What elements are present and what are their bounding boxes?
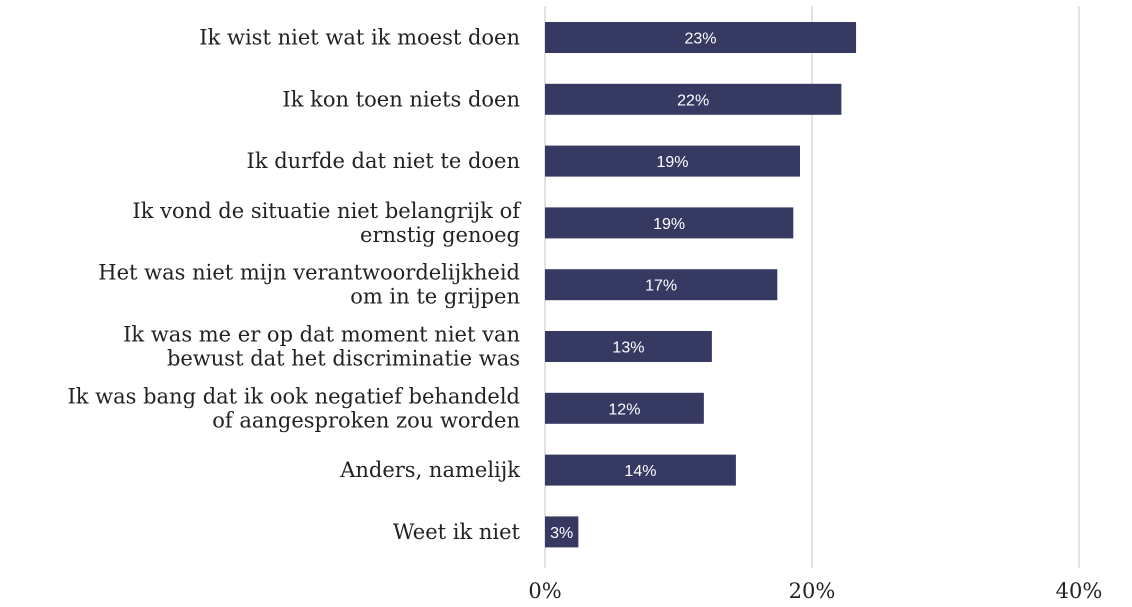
category-label-3-line-1: ernstig genoeg <box>360 223 520 247</box>
bar-8 <box>545 516 579 548</box>
bar-0 <box>545 22 857 53</box>
bar-value-label-3: 19% <box>653 216 685 233</box>
bar-6 <box>545 392 704 424</box>
category-label-5-line-0: Ik was me er op dat moment niet van <box>123 323 520 347</box>
bar-value-label-6: 12% <box>608 401 640 418</box>
category-label-3-line-0: Ik vond de situatie niet belangrijk of <box>132 199 522 223</box>
x-axis-tick-labels: 0% 20% 40% <box>528 579 1102 603</box>
category-label-5-line-1: bewust dat het discriminatie was <box>167 347 520 371</box>
bar-3 <box>545 207 794 239</box>
bar-value-label-1: 22% <box>677 92 709 109</box>
bar-value-label-4: 17% <box>645 278 677 295</box>
category-label-4-line-1: om in te grijpen <box>350 285 520 309</box>
category-label-8-line-0: Weet ik niet <box>393 520 521 544</box>
bars-group: 23% 22% 19% 19% 17% 13% 12% 14% 3% <box>545 22 857 548</box>
bar-value-label-0: 23% <box>685 31 717 48</box>
bar-value-label-2: 19% <box>656 154 688 171</box>
x-tick-label-2: 40% <box>1056 579 1103 603</box>
category-label-4-line-0: Het was niet mijn verantwoordelijkheid <box>98 261 520 285</box>
category-label-0-line-0: Ik wist niet wat ik moest doen <box>199 26 520 50</box>
category-label-7-line-0: Anders, namelijk <box>339 458 520 482</box>
bar-value-label-8: 3% <box>550 525 573 542</box>
bar-1 <box>545 83 842 115</box>
bar-5 <box>545 331 712 362</box>
category-label-2-line-0: Ik durfde dat niet te doen <box>247 149 520 173</box>
category-label-6-line-1: of aangesproken zou worden <box>212 408 520 432</box>
x-tick-label-0: 0% <box>528 579 561 603</box>
bar-value-label-5: 13% <box>612 340 644 357</box>
x-tick-label-1: 20% <box>789 579 836 603</box>
bar-2 <box>545 145 800 177</box>
category-label-1-line-0: Ik kon toen niets doen <box>282 87 520 111</box>
category-label-6-line-0: Ik was bang dat ik ook negatief behandel… <box>67 384 520 408</box>
category-labels: Ik wist niet wat ik moest doen Ik kon toe… <box>67 26 522 544</box>
bar-value-label-7: 14% <box>624 463 656 480</box>
bar-4 <box>545 269 778 301</box>
bar-7 <box>545 454 736 486</box>
